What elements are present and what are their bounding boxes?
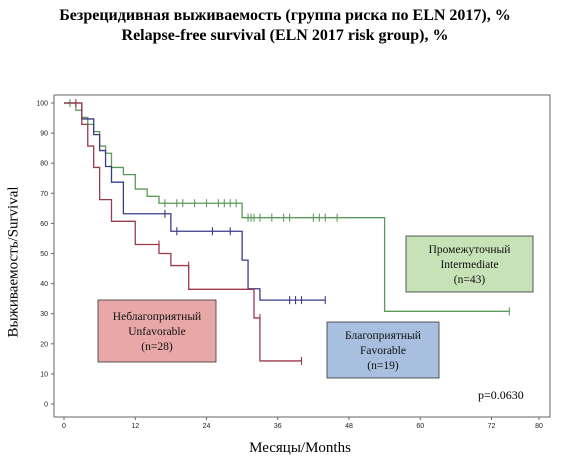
intermediate-curve bbox=[64, 102, 510, 312]
y-tick-label: 90 bbox=[40, 131, 48, 138]
unfavorable-label-line: Неблагоприятный bbox=[113, 311, 201, 323]
unfavorable-curve bbox=[64, 102, 302, 362]
y-tick-label: 0 bbox=[44, 402, 48, 409]
chart-title-ru: Безрецидивная выживаемость (группа риска… bbox=[59, 7, 511, 24]
intermediate-label-box bbox=[405, 235, 534, 293]
favorable-label-line: Favorable bbox=[360, 345, 406, 357]
x-tick-label: 12 bbox=[131, 423, 139, 430]
chart-title: Безрецидивная выживаемость (группа риска… bbox=[0, 6, 570, 46]
x-tick-label: 36 bbox=[274, 423, 282, 430]
y-tick-label: 30 bbox=[40, 311, 48, 318]
y-tick-label: 60 bbox=[40, 221, 48, 228]
x-tick-label: 60 bbox=[416, 423, 424, 430]
x-tick-label: 24 bbox=[203, 423, 211, 430]
x-axis-label: Месяцы/Months bbox=[249, 440, 351, 456]
y-tick-label: 20 bbox=[40, 341, 48, 348]
plot-frame bbox=[53, 94, 551, 418]
y-tick-label: 10 bbox=[40, 371, 48, 378]
group-label-boxes: Промежуточный Intermediate (n=43) Благоприя… bbox=[97, 235, 534, 379]
chart-title-en: Relapse-free survival (ELN 2017 risk gro… bbox=[121, 27, 449, 44]
favorable-curve bbox=[64, 102, 326, 301]
intermediate-label-line: Intermediate bbox=[440, 259, 498, 271]
intermediate-label-line: (n=43) bbox=[454, 274, 486, 286]
x-tick-label: 48 bbox=[345, 423, 353, 430]
axes: 0 10 20 30 40 50 60 70 80 90 100 0 12 24 36 48 60 72 80 bbox=[36, 101, 543, 431]
survival-curves bbox=[64, 99, 510, 365]
p-value: p=0.0630 bbox=[478, 388, 524, 402]
y-axis-label: Выживаемость/Survival bbox=[5, 186, 22, 338]
unfavorable-label-line: (n=28) bbox=[141, 341, 173, 353]
unfavorable-label-line: Unfavorable bbox=[128, 326, 185, 338]
favorable-label-box bbox=[326, 321, 440, 379]
y-tick-label: 80 bbox=[40, 161, 48, 168]
y-tick-label: 100 bbox=[36, 101, 48, 108]
x-tick-label: 0 bbox=[62, 423, 66, 430]
y-tick-label: 50 bbox=[40, 251, 48, 258]
unfavorable-label-box bbox=[97, 299, 217, 363]
x-tick-label: 72 bbox=[488, 423, 496, 430]
favorable-label-line: (n=19) bbox=[367, 360, 399, 372]
intermediate-label-line: Промежуточный bbox=[429, 244, 511, 256]
y-tick-label: 70 bbox=[40, 191, 48, 198]
favorable-label-line: Благоприятный bbox=[345, 330, 421, 342]
x-tick-label: 80 bbox=[535, 423, 543, 430]
y-tick-label: 40 bbox=[40, 281, 48, 288]
